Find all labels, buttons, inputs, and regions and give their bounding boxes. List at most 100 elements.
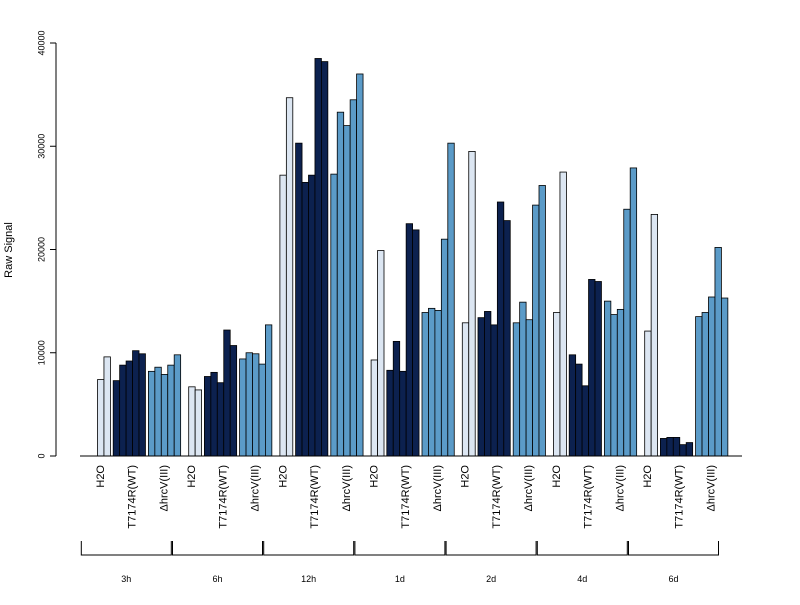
bar-1d-3-9 [428, 307, 436, 457]
labels-layer: H2O T7174R(WT) ΔhrcV(III) 3h H2O T7174R(WT) Δh… [80, 465, 719, 584]
y-tick-label: 40000 [36, 30, 46, 55]
bar-6h-2-7 [229, 345, 238, 457]
bars-layer [97, 58, 729, 457]
bar-6d-3-8 [695, 316, 703, 457]
bar-4d-3-11 [623, 208, 631, 457]
bar-6d-2-4 [666, 437, 674, 457]
bar-2d-2-6 [496, 201, 505, 457]
bar-3h-3-10 [160, 374, 169, 457]
treatment-label: T7174R(WT) [491, 465, 503, 529]
y-tick-label: 20000 [36, 237, 46, 262]
bar-12h-3-10 [343, 125, 351, 457]
bar-2d-2-3 [477, 317, 485, 457]
bar-12h-3-9 [336, 111, 345, 457]
axis-layer: 0 10000 20000 30000 40000 [36, 30, 742, 459]
bar-3h-2-5 [125, 360, 133, 457]
treatment-label: H2O [186, 465, 198, 488]
y-tick-label: 30000 [36, 134, 46, 159]
treatment-label: H2O [369, 465, 381, 488]
treatment-label: ΔhrcV(III) [341, 465, 353, 511]
bar-6h-2-5 [216, 382, 225, 457]
bar-4d-2-7 [594, 281, 602, 457]
group-bracket [628, 541, 719, 556]
bar-12h-3-8 [330, 173, 338, 457]
bar-6h-3-8 [239, 358, 247, 457]
timepoint-label: 6d [668, 574, 678, 584]
bar-6d-2-7 [685, 442, 694, 457]
bar-6d-2-3 [660, 438, 668, 457]
bar-2d-2-5 [490, 324, 498, 457]
treatment-label: ΔhrcV(III) [432, 465, 444, 511]
bar-12h-3-11 [349, 99, 357, 457]
bar-4d-2-3 [568, 354, 577, 457]
bar-2d-3-8 [512, 322, 521, 457]
bar-1d-2-4 [392, 340, 401, 457]
bar-6h-2-3 [203, 376, 212, 457]
bar-6d-3-11 [714, 247, 722, 457]
bar-1d-3-8 [421, 312, 429, 457]
treatment-label: H2O [277, 465, 289, 488]
timepoint-label: 3h [121, 574, 131, 584]
timepoint-label: 1d [395, 574, 405, 584]
treatment-label: H2O [551, 465, 563, 488]
timepoint-label: 2d [486, 574, 496, 584]
bar-3h-1-1 [97, 379, 105, 457]
bar-6h-2-4 [210, 371, 218, 457]
bar-6h-1-2 [194, 389, 202, 457]
treatment-label: T7174R(WT) [218, 465, 230, 529]
bar-4d-2-5 [581, 385, 589, 457]
bar-4d-1-2 [559, 171, 567, 457]
bar-1d-1-1 [370, 359, 378, 457]
bar-6d-2-6 [679, 444, 687, 457]
bar-12h-2-7 [320, 61, 329, 457]
bar-2d-3-10 [525, 319, 533, 457]
bar-1d-1-2 [377, 250, 385, 457]
bar-12h-2-3 [295, 142, 303, 457]
bar-6h-3-9 [245, 352, 253, 457]
treatment-label: T7174R(WT) [309, 465, 321, 529]
group-bracket [172, 541, 263, 556]
bar-2d-2-7 [503, 220, 511, 457]
bar-3h-3-8 [147, 370, 156, 457]
timepoint-label: 6h [212, 574, 222, 584]
bar-6h-3-11 [258, 363, 266, 457]
bar-3h-2-4 [119, 364, 127, 457]
group-bracket [80, 541, 172, 556]
bar-4d-3-12 [629, 167, 638, 457]
bar-6h-1-1 [188, 386, 196, 457]
treatment-label: H2O [460, 465, 472, 488]
bar-6d-1-2 [650, 213, 659, 457]
bar-6d-1-1 [644, 330, 652, 457]
bar-12h-2-5 [308, 174, 316, 457]
treatment-label: ΔhrcV(III) [250, 465, 262, 511]
bar-2d-3-9 [519, 301, 527, 457]
bar-1d-2-6 [405, 223, 413, 457]
bar-1d-3-10 [434, 310, 442, 457]
bar-4d-3-10 [616, 308, 625, 457]
bar-6d-3-9 [701, 312, 709, 457]
bar-3h-3-11 [167, 364, 175, 457]
bar-2d-1-1 [461, 322, 470, 457]
bar-6h-3-10 [252, 353, 260, 457]
bar-1d-3-11 [440, 238, 449, 457]
y-axis-title: Raw Signal [3, 222, 15, 278]
bar-6d-3-12 [721, 297, 729, 457]
treatment-label: ΔhrcV(III) [158, 465, 170, 511]
y-tick-label: 0 [36, 453, 46, 458]
group-bracket [536, 541, 628, 556]
timepoint-label: 12h [301, 574, 316, 584]
group-bracket [354, 541, 446, 556]
bar-6d-3-10 [708, 296, 716, 457]
bar-2d-3-12 [538, 185, 546, 457]
bar-2d-2-4 [484, 311, 492, 457]
bar-1d-2-5 [399, 370, 407, 457]
bar-4d-3-8 [604, 300, 612, 457]
bar-12h-1-2 [285, 97, 294, 457]
treatment-label: H2O [95, 465, 107, 488]
bar-6h-2-6 [223, 329, 231, 457]
bar-1d-3-12 [447, 142, 455, 457]
bar-2d-3-11 [532, 204, 540, 457]
group-bracket [263, 541, 355, 556]
bar-3h-3-9 [154, 366, 162, 457]
